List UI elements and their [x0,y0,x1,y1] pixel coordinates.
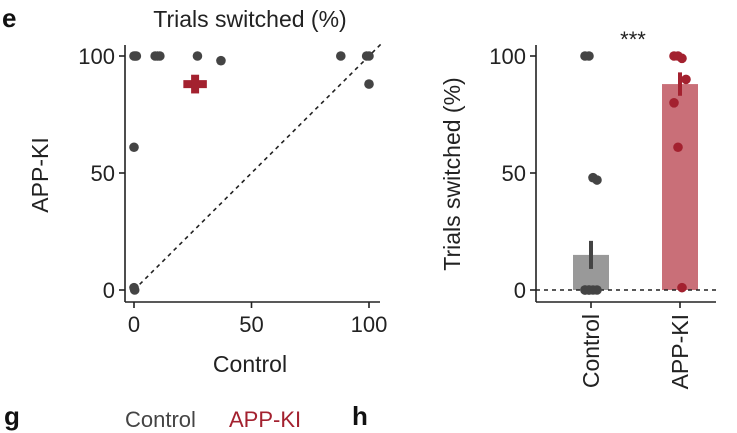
bar-y-tick-label: 50 [502,161,526,186]
bar-ylabel: Trials switched (%) [439,77,465,270]
scatter-y-tick-label: 100 [78,44,115,69]
panel-label-h: h [352,401,368,431]
bar-y-tick-label: 100 [489,44,526,69]
scatter-point [129,285,140,295]
scatter-xlabel: Control [213,351,287,377]
bar-point [677,53,687,64]
bar-appki [662,84,698,290]
bar-point [681,74,691,85]
bar-point [592,175,602,185]
scatter-point [129,142,139,153]
bar-point [669,98,679,108]
scatter-point [336,51,346,61]
significance-stars: *** [620,27,646,52]
bar-point [584,285,594,295]
scatter-point [155,51,165,61]
scatter-point [216,55,226,66]
scatter-x-tick-label: 100 [351,312,388,337]
scatter-y-tick-label: 0 [103,278,115,303]
bar-point [584,51,594,61]
panel-label-g: g [4,401,20,431]
scatter-point [364,51,374,61]
scatter-x-tick-label: 0 [128,312,140,337]
scatter-point [364,79,374,89]
bar-y-tick-label: 0 [514,278,526,303]
bar-point [673,142,683,153]
scatter-point [192,51,203,61]
bar-point [592,285,602,295]
scatter-point [131,51,142,61]
scatter-title: Trials switched (%) [153,6,346,32]
scatter-x-tick-label: 50 [239,312,263,337]
bar-point [677,282,687,293]
bar-category-label: Control [578,314,604,388]
scatter-y-tick-label: 50 [91,161,115,186]
bar-chart: Trials switched (%) *** 0 50 100 Control APP… [439,27,716,389]
legend-appki: APP-KI [229,407,301,432]
scatter-plot: Trials switched (%) Control APP-KI 0 50 10… [27,6,387,377]
panel-label-e: e [2,3,16,33]
legend-control: Control [125,407,196,432]
bar-category-label: APP-KI [667,314,693,389]
scatter-ylabel: APP-KI [27,137,53,212]
identity-line [133,43,382,291]
